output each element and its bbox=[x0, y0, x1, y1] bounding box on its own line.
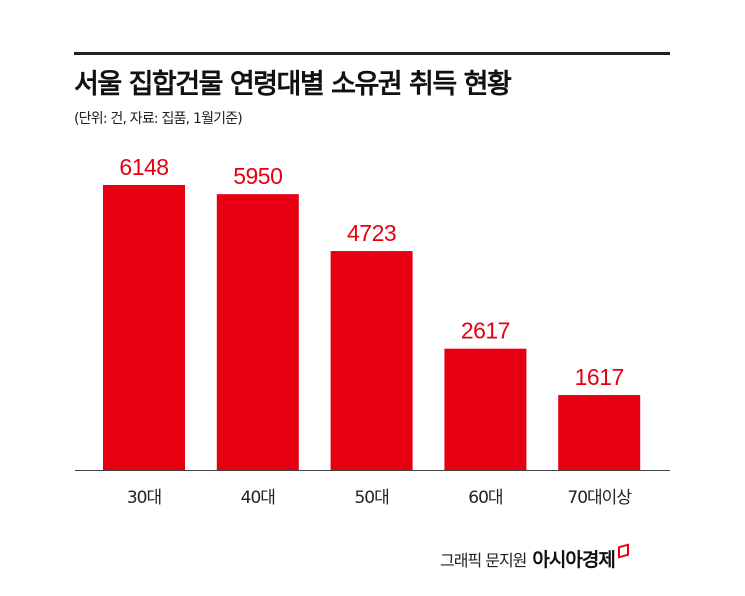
data-label: 2617 bbox=[461, 318, 510, 344]
category-label: 50대 bbox=[354, 488, 388, 508]
data-label: 4723 bbox=[347, 220, 396, 246]
top-rule bbox=[74, 52, 670, 55]
chart-title: 서울 집합건물 연령대별 소유권 취득 현황 bbox=[74, 69, 512, 100]
bar bbox=[103, 185, 185, 470]
credit-text: 그래픽 문지원 bbox=[440, 551, 527, 570]
chart-subtitle: (단위: 건, 자료: 집품, 1월기준) bbox=[74, 111, 243, 127]
credit: 그래픽 문지원 아시아경제 bbox=[440, 543, 629, 572]
data-label: 5950 bbox=[233, 163, 282, 189]
bar bbox=[216, 194, 299, 470]
bar bbox=[330, 251, 413, 470]
data-label: 6148 bbox=[119, 154, 168, 180]
bar bbox=[444, 348, 527, 470]
category-label: 30대 bbox=[127, 488, 161, 508]
category-label: 60대 bbox=[468, 488, 502, 508]
bar bbox=[558, 395, 641, 470]
category-label: 40대 bbox=[241, 488, 275, 508]
brand-logo: 아시아경제 bbox=[532, 549, 615, 571]
brand-mark-icon bbox=[617, 543, 629, 559]
category-label: 70대이상 bbox=[567, 488, 632, 508]
data-label: 1617 bbox=[575, 364, 624, 390]
